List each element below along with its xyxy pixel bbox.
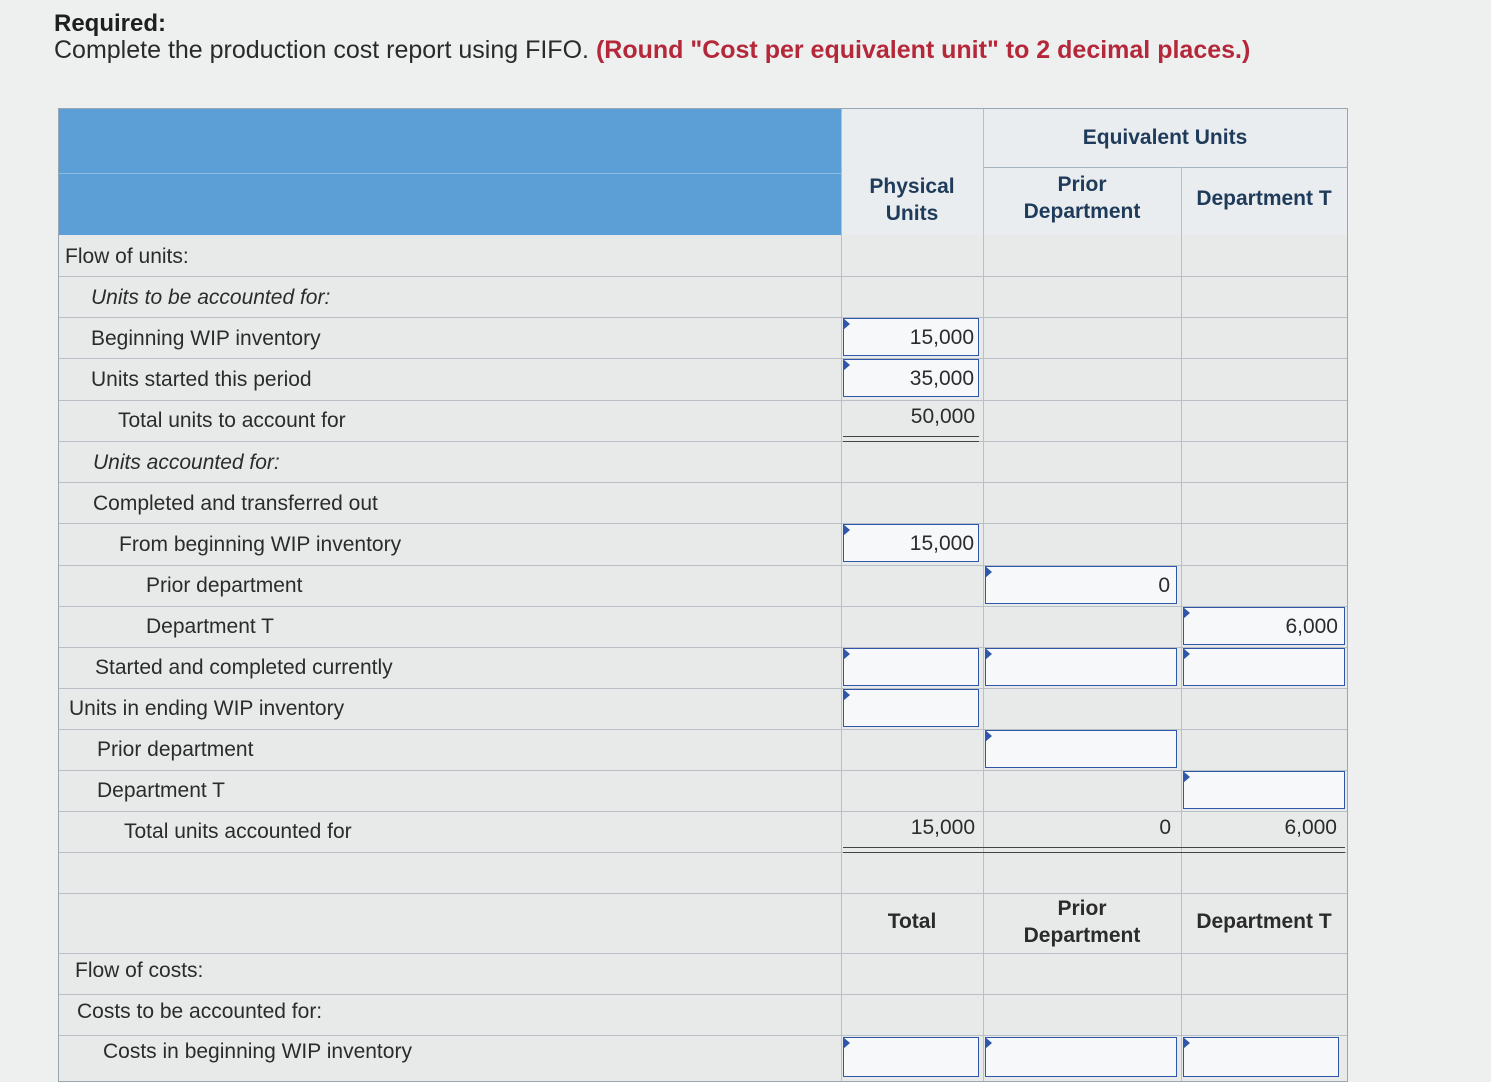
physical-units-header-cell <box>841 109 983 235</box>
total-units-to-account-label: Total units to account for <box>118 409 346 432</box>
header-divider <box>1181 167 1182 235</box>
row-separator <box>59 811 1347 812</box>
beginning-wip-label: Beginning WIP inventory <box>91 327 321 350</box>
row-separator <box>59 994 1347 995</box>
equivalent-units-heading: Equivalent Units <box>1082 126 1248 149</box>
row-separator <box>59 400 1347 401</box>
prior-department-row-label: Prior department <box>146 574 303 597</box>
ending-wip-physical-input[interactable] <box>843 689 979 727</box>
column-divider <box>983 235 984 1081</box>
total-accounted-prior-value: 0 <box>1159 816 1171 839</box>
beginning-wip-physical-input[interactable]: 15,000 <box>843 318 979 356</box>
costs-beginning-wip-label: Costs in beginning WIP inventory <box>103 1040 412 1063</box>
column-divider <box>841 235 842 1081</box>
required-title: Required: <box>54 10 167 37</box>
production-cost-report-table: Equivalent Units Physical Units Prior De… <box>58 108 1348 1082</box>
flow-of-units-label: Flow of units: <box>65 245 189 268</box>
beginning-wip-physical-value: 15,000 <box>909 326 974 349</box>
row-separator <box>59 893 1347 894</box>
physical-units-heading-line2: Units <box>885 202 939 225</box>
prior-department-equivalent-value: 0 <box>1158 574 1170 597</box>
row-separator <box>59 358 1347 359</box>
equivalent-units-header-cell <box>983 109 1347 235</box>
ending-prior-equivalent-input[interactable] <box>985 730 1177 768</box>
row-separator <box>59 852 1347 853</box>
row-separator <box>59 953 1347 954</box>
ending-wip-label: Units in ending WIP inventory <box>69 697 345 720</box>
department-t-equivalent-value: 6,000 <box>1285 615 1338 638</box>
from-beginning-physical-value: 15,000 <box>909 532 974 555</box>
row-separator <box>59 565 1347 566</box>
ending-prior-department-label: Prior department <box>97 738 254 761</box>
units-started-label: Units started this period <box>91 368 312 391</box>
costs-to-be-accounted-label: Costs to be accounted for: <box>77 1000 323 1023</box>
equivalent-units-divider <box>983 167 1347 168</box>
physical-units-heading: Physical Units <box>841 173 983 227</box>
started-completed-physical-input[interactable] <box>843 648 979 686</box>
flow-of-costs-label: Flow of costs: <box>75 959 204 982</box>
row-separator <box>59 441 1347 442</box>
department-t-equivalent-input[interactable]: 6,000 <box>1183 607 1345 645</box>
instruction-text: Complete the production cost report usin… <box>54 36 589 64</box>
header-divider <box>983 109 984 235</box>
rounding-note: (Round "Cost per equivalent unit" to 2 d… <box>595 36 1251 64</box>
row-separator <box>59 523 1347 524</box>
units-started-physical-input[interactable]: 35,000 <box>843 359 979 397</box>
ending-dept-t-equivalent-input[interactable] <box>1183 771 1345 809</box>
row-separator <box>59 1035 1347 1036</box>
started-completed-prior-input[interactable] <box>985 648 1177 686</box>
row-separator <box>59 606 1347 607</box>
prior-department-equivalent-input[interactable]: 0 <box>985 566 1177 604</box>
from-beginning-wip-label: From beginning WIP inventory <box>119 533 402 556</box>
cost-department-t-heading: Department T <box>1196 910 1332 933</box>
total-units-accounted-label: Total units accounted for <box>124 820 352 843</box>
row-separator <box>59 729 1347 730</box>
cost-prior-department-heading: Prior Department <box>983 895 1181 949</box>
started-completed-dept-t-input[interactable] <box>1183 648 1345 686</box>
row-separator <box>59 317 1347 318</box>
physical-units-heading-line1: Physical <box>869 175 955 198</box>
header-separator <box>59 173 1347 174</box>
started-completed-label: Started and completed currently <box>95 656 393 679</box>
cost-prior-heading-line1: Prior <box>1057 897 1107 920</box>
costs-beginning-wip-total-input[interactable] <box>843 1037 979 1077</box>
cost-prior-heading-line2: Department <box>1023 924 1141 947</box>
prior-department-heading-line2: Department <box>1023 200 1141 223</box>
costs-beginning-wip-dept-t-input[interactable] <box>1183 1037 1339 1077</box>
department-t-row-label: Department T <box>146 615 274 638</box>
column-divider <box>1181 235 1182 1081</box>
row-separator <box>59 482 1347 483</box>
row-separator <box>59 688 1347 689</box>
from-beginning-physical-input[interactable]: 15,000 <box>843 524 979 562</box>
completed-transferred-label: Completed and transferred out <box>93 492 378 515</box>
cost-total-heading: Total <box>887 910 937 933</box>
prior-department-heading: Prior Department <box>983 171 1181 225</box>
row-separator <box>59 647 1347 648</box>
total-accounted-dept-t-value: 6,000 <box>1284 816 1337 839</box>
row-separator <box>59 276 1347 277</box>
units-to-be-accounted-label: Units to be accounted for: <box>91 286 331 309</box>
prior-department-heading-line1: Prior <box>1057 173 1107 196</box>
total-accounted-physical-value: 15,000 <box>910 816 975 839</box>
units-started-physical-value: 35,000 <box>909 367 974 390</box>
row-separator <box>59 770 1347 771</box>
total-accounted-underline <box>843 847 1345 853</box>
total-underline <box>843 436 979 442</box>
ending-department-t-label: Department T <box>97 779 225 802</box>
units-accounted-for-label: Units accounted for: <box>93 451 280 474</box>
header-divider <box>841 109 842 235</box>
total-units-to-account-value: 50,000 <box>910 405 975 428</box>
department-t-heading: Department T <box>1196 187 1332 210</box>
costs-beginning-wip-prior-input[interactable] <box>985 1037 1177 1077</box>
instruction-line: Complete the production cost report usin… <box>54 36 1250 65</box>
